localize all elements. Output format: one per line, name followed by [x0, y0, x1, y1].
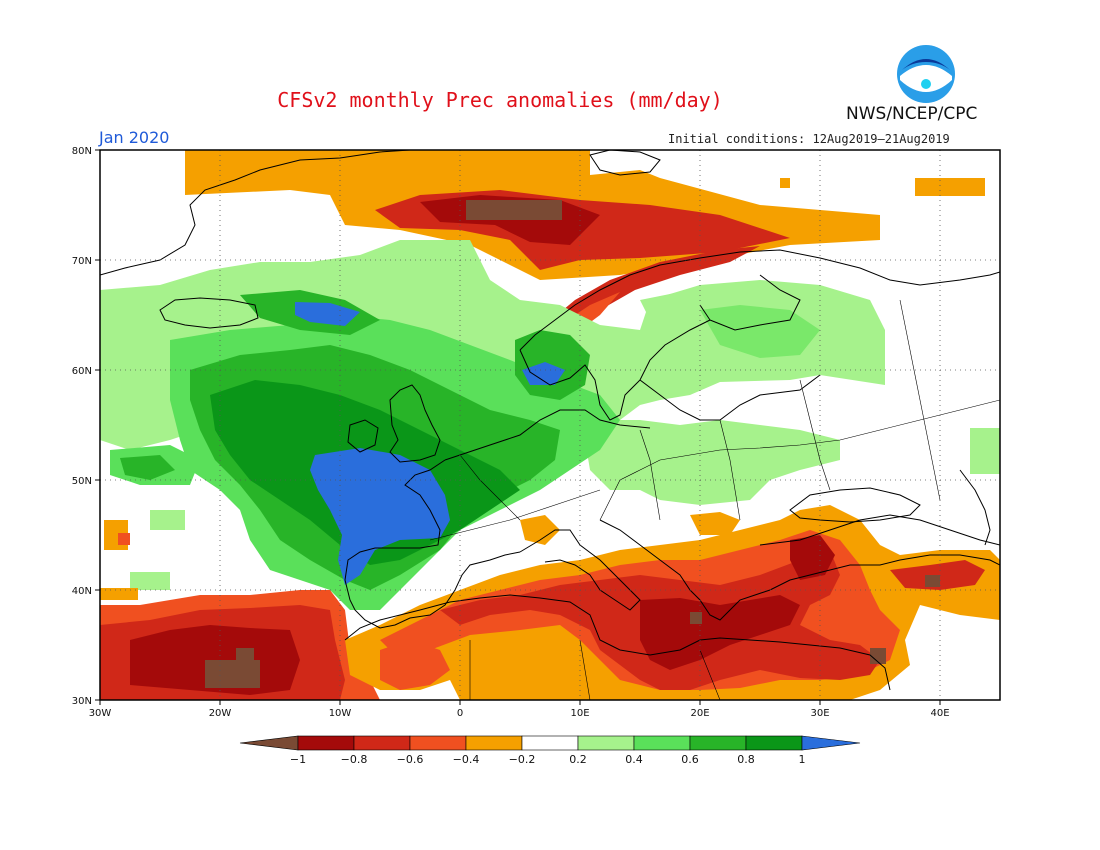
colorbar-label: −1	[290, 753, 306, 766]
colorbar-segment	[689, 735, 747, 751]
lon-label: 40E	[930, 708, 949, 719]
colorbar-label: 0.6	[681, 753, 699, 766]
colorbar-segment	[521, 735, 579, 751]
lon-label: 30W	[89, 708, 112, 719]
map-frame	[99, 149, 1001, 701]
lon-label: 30E	[810, 708, 829, 719]
longitude-labels: 30W 20W 10W 0 10E 20E 30E 40E	[89, 708, 950, 719]
lat-label: 80N	[72, 146, 92, 157]
colorbar-segment	[297, 735, 355, 751]
colorbar-label: −0.8	[341, 753, 368, 766]
colorbar-segment	[353, 735, 411, 751]
lon-label: 10E	[570, 708, 589, 719]
colorbar-label: 0.4	[625, 753, 643, 766]
colorbar-segment	[633, 735, 691, 751]
colorbar-segment	[745, 735, 803, 751]
colorbar: −1 −0.8 −0.6 −0.4 −0.2 0.2 0.4 0.6 0.8 1	[239, 735, 861, 766]
colorbar-label: −0.2	[509, 753, 536, 766]
lon-label: 10W	[329, 708, 352, 719]
noaa-logo: NOAA	[897, 45, 955, 103]
lat-label: 60N	[72, 366, 92, 377]
colorbar-arrow-high	[801, 735, 861, 751]
colorbar-label: 0.2	[569, 753, 587, 766]
lon-label: 20E	[690, 708, 709, 719]
lon-label: 20W	[209, 708, 232, 719]
colorbar-label: −0.4	[453, 753, 480, 766]
colorbar-arrow-low	[239, 735, 299, 751]
map-title: CFSv2 monthly Prec anomalies (mm/day)	[277, 88, 723, 112]
colorbar-segment	[465, 735, 523, 751]
lon-label: 0	[457, 708, 463, 719]
colorbar-segment	[409, 735, 467, 751]
gridlines	[100, 150, 1000, 700]
lat-label: 70N	[72, 256, 92, 267]
lat-label: 50N	[72, 476, 92, 487]
axis-ticks	[95, 149, 941, 705]
lat-label: 40N	[72, 586, 92, 597]
colorbar-label: 0.8	[737, 753, 755, 766]
svg-text:NOAA: NOAA	[913, 67, 939, 76]
latitude-labels: 80N 70N 60N 50N 40N 30N	[72, 146, 92, 707]
anomaly-field	[100, 150, 1000, 700]
agency-label: NWS/NCEP/CPC	[846, 104, 978, 124]
colorbar-segment	[577, 735, 635, 751]
colorbar-label: 1	[799, 753, 806, 766]
colorbar-label: −0.6	[397, 753, 424, 766]
initial-conditions: Initial conditions: 12Aug2019–21Aug2019	[668, 132, 950, 146]
lat-label: 30N	[72, 696, 92, 707]
forecast-period: Jan 2020	[99, 128, 170, 147]
